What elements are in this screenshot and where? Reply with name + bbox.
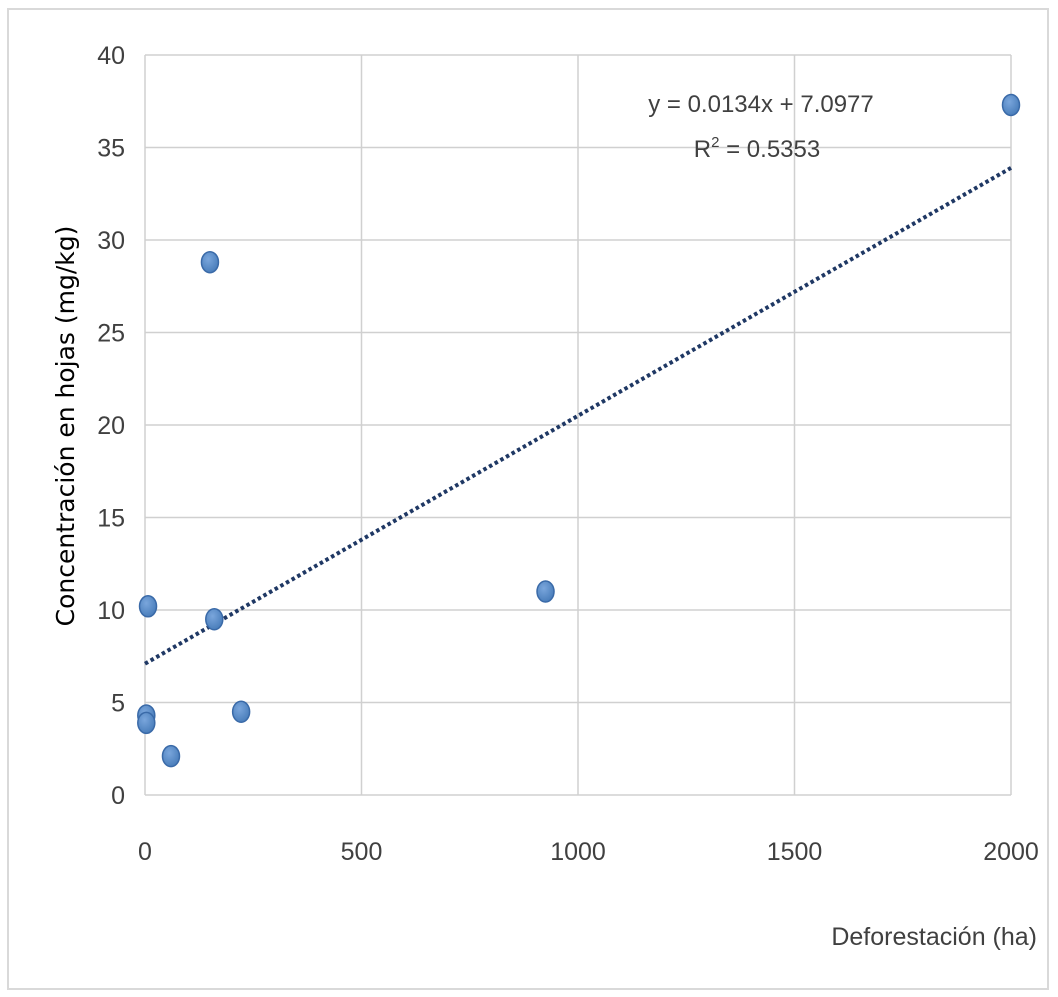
y-axis-title: Concentración en hojas (mg/kg)	[51, 226, 80, 627]
x-tick-label: 0	[138, 838, 152, 866]
x-axis-title: Deforestación (ha)	[831, 923, 1037, 951]
y-tick-label: 35	[97, 135, 125, 163]
r-squared-prefix: R	[694, 136, 711, 163]
data-point	[536, 580, 555, 603]
y-tick-label: 5	[111, 690, 125, 718]
x-tick-label: 2000	[983, 838, 1039, 866]
y-tick-label: 40	[97, 42, 125, 70]
data-points	[137, 93, 1021, 768]
y-tick-label: 0	[111, 782, 125, 810]
data-point	[138, 595, 158, 618]
data-point	[161, 744, 181, 768]
r-squared-label: R2 = 0.5353	[694, 134, 820, 163]
x-tick-label: 1000	[550, 838, 606, 866]
y-tick-label: 30	[97, 227, 125, 255]
chart-frame	[7, 8, 1049, 990]
x-tick-label: 500	[341, 838, 383, 866]
data-point	[1001, 93, 1021, 117]
y-tick-label: 15	[97, 505, 125, 533]
r-squared-value: = 0.5353	[719, 136, 820, 163]
y-tick-label: 10	[97, 597, 125, 625]
tick-labels: 0 5 10 15 20 25 30 35 40 0 500 1000 1500 2000	[97, 42, 1039, 866]
y-tick-label: 20	[97, 412, 125, 440]
data-point	[231, 700, 251, 723]
x-tick-label: 1500	[767, 838, 823, 866]
data-point	[200, 250, 220, 274]
r-squared-superscript: 2	[711, 134, 719, 151]
y-tick-label: 25	[97, 320, 125, 348]
gridlines	[144, 54, 1012, 796]
data-point	[205, 608, 224, 631]
data-point	[137, 711, 156, 735]
trendline-equation: y = 0.0134x + 7.0977	[648, 91, 874, 118]
